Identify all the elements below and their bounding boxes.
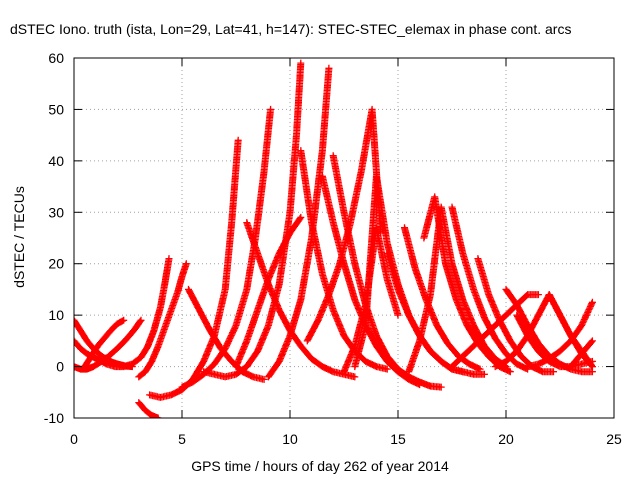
y-tick-label: 0 bbox=[56, 359, 64, 375]
y-tick-label: 30 bbox=[48, 204, 64, 220]
y-tick-label: 10 bbox=[48, 307, 64, 323]
series-arc-4 bbox=[81, 316, 128, 371]
y-tick-label: 60 bbox=[48, 50, 64, 66]
y-tick-label: 20 bbox=[48, 256, 64, 272]
y-axis-label: dSTEC / TECUs bbox=[11, 186, 27, 288]
series-arc-21 bbox=[383, 249, 488, 378]
x-tick-label: 0 bbox=[70, 431, 78, 447]
series-arc-7 bbox=[135, 399, 162, 418]
series-arc-24 bbox=[420, 193, 514, 376]
series-markers bbox=[420, 193, 514, 376]
plot-border bbox=[73, 57, 615, 419]
plot-frame bbox=[73, 57, 615, 419]
axis-ticks: 0 5 10 15 20 25 -10 0 10 20 30 40 50 60 bbox=[44, 50, 622, 447]
series-markers bbox=[264, 64, 333, 381]
chart-title: dSTEC Iono. truth (ista, Lon=29, Lat=41,… bbox=[10, 21, 571, 37]
series-arc-5 bbox=[102, 255, 173, 371]
x-axis-label: GPS time / hours of day 262 of year 2014 bbox=[191, 458, 449, 474]
y-tick-label: 50 bbox=[48, 101, 64, 117]
x-tick-label: 15 bbox=[390, 431, 406, 447]
x-tick-label: 10 bbox=[282, 431, 298, 447]
series-markers bbox=[135, 399, 162, 418]
series-arc-8 bbox=[146, 136, 242, 401]
x-tick-label: 25 bbox=[606, 431, 622, 447]
x-tick-label: 20 bbox=[498, 431, 514, 447]
series-arc-13 bbox=[243, 219, 359, 381]
series-markers bbox=[135, 260, 190, 381]
series-markers bbox=[297, 147, 391, 373]
series-arc-15 bbox=[297, 147, 391, 373]
series-markers bbox=[74, 316, 145, 373]
series-arc-14 bbox=[264, 64, 333, 381]
series-arc-3 bbox=[74, 316, 145, 373]
series-arc-6 bbox=[135, 260, 190, 381]
series-markers bbox=[243, 219, 359, 381]
series-markers bbox=[81, 316, 128, 371]
x-tick-label: 5 bbox=[178, 431, 186, 447]
series-arc-33 bbox=[567, 337, 596, 371]
series-markers bbox=[102, 255, 173, 371]
series-markers bbox=[146, 136, 242, 401]
series-markers bbox=[383, 249, 488, 378]
y-tick-label: 40 bbox=[48, 153, 64, 169]
plot-area bbox=[74, 59, 596, 418]
y-tick-label: -10 bbox=[44, 410, 64, 426]
series-markers bbox=[567, 337, 596, 371]
